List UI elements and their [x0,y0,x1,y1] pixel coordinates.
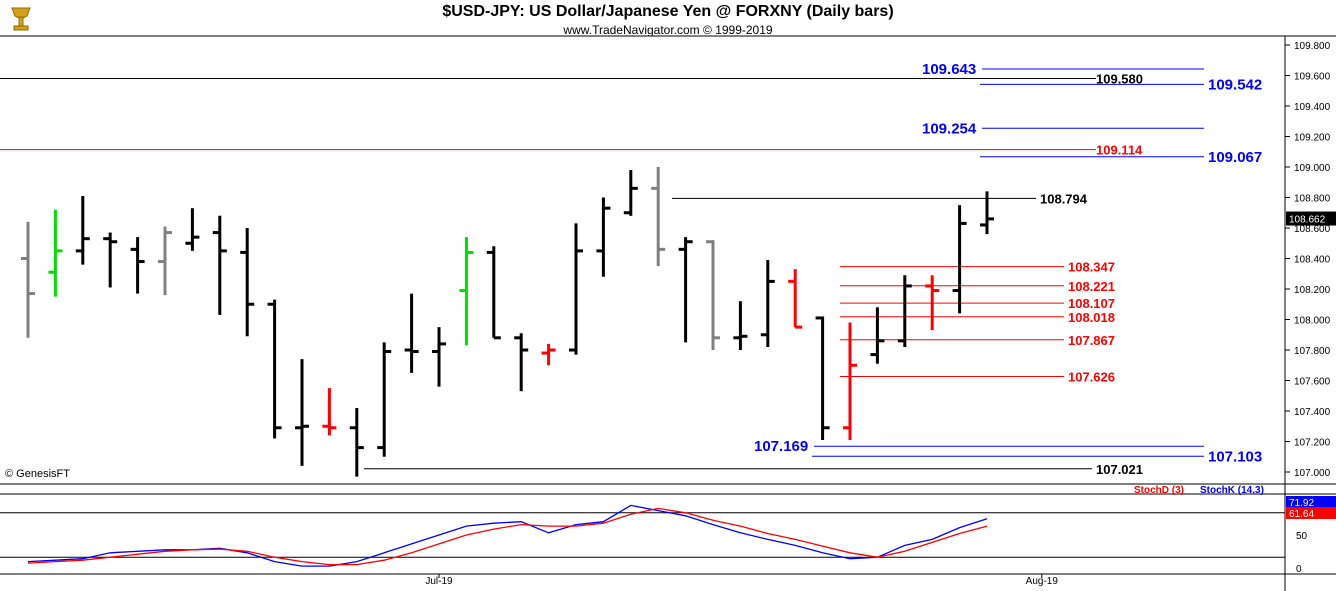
y-axis-tick-label: 108.600 [1294,224,1331,235]
last-price-box [1286,211,1336,226]
y-axis-tick-label: 108.400 [1294,255,1331,266]
level-label: 108.794 [1040,191,1088,206]
y-axis-tick-label: 109.800 [1294,41,1331,52]
y-axis-tick-label: 107.000 [1294,468,1331,479]
y-axis-tick-label: 107.600 [1294,377,1331,388]
level-label: 109.067 [1208,149,1262,166]
y-axis-tick-label: 107.800 [1294,346,1331,357]
level-label: 108.107 [1068,296,1115,311]
level-label: 109.542 [1208,76,1262,93]
y-axis-tick-label: 108.200 [1294,285,1331,296]
level-label: 108.018 [1068,310,1115,325]
trade-navigator-logo-icon [11,7,31,31]
stochk-last-value: 71.92 [1289,498,1314,509]
stochd-last-box [1286,507,1336,519]
level-label: 109.580 [1096,72,1143,87]
osc-axis-label: 50 [1296,531,1308,542]
level-label: 109.114 [1096,143,1143,158]
stochk-last-box [1286,496,1336,508]
chart-title: $USD-JPY: US Dollar/Japanese Yen @ FORXN… [442,3,894,20]
x-axis-label: Jul-19 [425,576,453,587]
chart-subtitle: www.TradeNavigator.com © 1999-2019 [563,23,773,37]
level-label: 107.103 [1208,448,1262,465]
level-label: 109.643 [922,61,976,78]
y-axis-tick-label: 109.000 [1294,163,1331,174]
y-axis-tick-label: 107.200 [1294,438,1331,449]
y-axis-tick-label: 107.400 [1294,407,1331,418]
stochd-line [27,507,988,566]
y-axis-tick-label: 109.200 [1294,133,1331,144]
y-axis-tick-label: 108.800 [1294,194,1331,205]
level-label: 107.169 [754,438,808,455]
y-axis-tick-label: 109.600 [1294,72,1331,83]
level-label: 108.221 [1068,279,1115,294]
osc-axis-label: 0 [1296,564,1302,575]
y-axis-tick-label: 108.000 [1294,316,1331,327]
price-panel: 109.800 109.600 109.400 109.200 109.000 108.8… [0,41,1336,587]
level-label: 107.626 [1068,370,1115,385]
level-label: 107.021 [1096,462,1143,477]
level-label: 108.347 [1068,260,1115,275]
data-credit: © GenesisFT [5,468,70,480]
level-label: 109.254 [922,120,977,137]
last-price-label: 108.662 [1289,215,1326,226]
legend-stochd: StochD (3) [1134,485,1184,496]
legend-stochk: StochK (14,3) [1200,485,1264,496]
stochd-last-value: 61.64 [1289,509,1314,520]
x-axis-label: Aug-19 [1026,576,1059,587]
level-label: 107.867 [1068,333,1115,348]
y-axis-tick-label: 109.400 [1294,102,1331,113]
